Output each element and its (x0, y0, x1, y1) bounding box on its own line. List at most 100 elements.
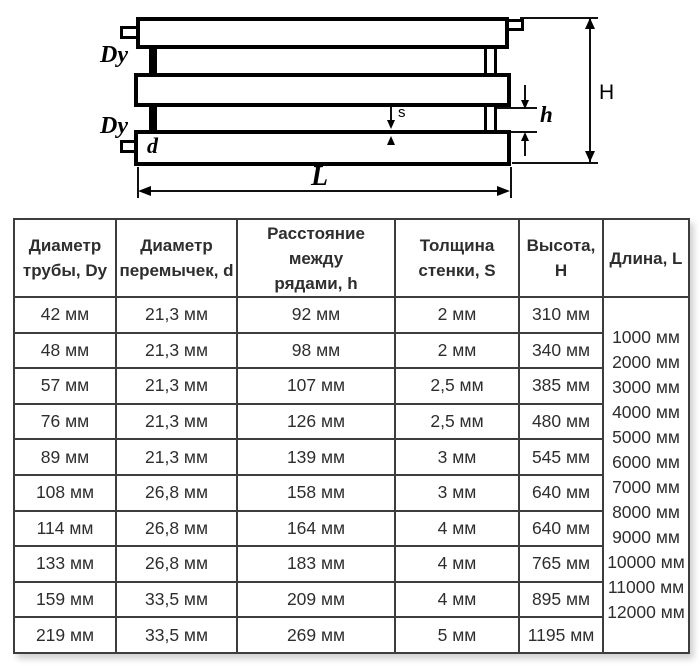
cell-s: 2,5 мм (394, 402, 520, 441)
label-L: L (311, 161, 329, 192)
header-length: Длина, L (602, 218, 690, 298)
table-row: 108 мм 26,8 мм 158 мм 3 мм 640 мм (13, 473, 689, 512)
cell-h: 164 мм (236, 509, 396, 548)
cell-h: 139 мм (236, 438, 396, 476)
cell-h: 98 мм (236, 331, 396, 370)
cell-s: 4 мм (394, 545, 520, 583)
cell-s: 3 мм (394, 473, 520, 512)
dim-s-arrow-up (387, 136, 395, 145)
cell-s: 2,5 мм (394, 367, 520, 405)
label-dy-bottom: Dy (100, 113, 128, 139)
cell-h: 92 мм (236, 296, 396, 334)
cell-s: 4 мм (394, 580, 520, 619)
cell-dy: 42 мм (13, 296, 117, 334)
pipe-middle (134, 73, 511, 107)
cell-h: 158 мм (236, 473, 396, 512)
dim-H-ext-bottom (512, 162, 598, 164)
cell-s: 2 мм (394, 331, 520, 370)
cell-h: 126 мм (236, 402, 396, 441)
cell-d: 33,5 мм (115, 580, 238, 619)
cell-height: 765 мм (518, 545, 604, 583)
length-item: 11000 мм (607, 577, 685, 597)
length-item: 8000 мм (612, 502, 680, 522)
cell-height: 1195 мм (518, 616, 604, 654)
cell-dy: 114 мм (13, 509, 117, 548)
dim-L-line (143, 190, 507, 192)
cell-s: 2 мм (394, 296, 520, 334)
label-s: s (398, 104, 406, 121)
dim-H-ext-top (520, 17, 598, 19)
dim-H-arrow-top (585, 18, 595, 29)
header-height: Высота, H (518, 218, 604, 298)
dim-H-line (589, 18, 591, 163)
header-line: перемычек, d (119, 261, 234, 280)
jumper-right-lower (484, 101, 497, 133)
header-diameter-pipe: Диаметр трубы, Dy (13, 218, 117, 298)
cell-d: 21,3 мм (115, 367, 238, 405)
jumper-left-upper (149, 44, 157, 76)
cell-height: 385 мм (518, 367, 604, 405)
dim-h-arrow-down (521, 100, 529, 109)
dim-h-stem-lower (524, 140, 526, 156)
cell-d: 26,8 мм (115, 509, 238, 548)
cell-d: 33,5 мм (115, 616, 238, 654)
header-line: Толщина (419, 236, 495, 255)
table-row: 48 мм 21,3 мм 98 мм 2 мм 340 мм (13, 331, 689, 370)
cell-height: 895 мм (518, 580, 604, 619)
length-item: 5000 мм (612, 427, 680, 447)
length-item: 9000 мм (612, 527, 680, 547)
header-line: стенки, S (418, 261, 496, 280)
dim-L-arrow-right (497, 186, 510, 196)
cell-dy: 219 мм (13, 616, 117, 654)
dim-L-ext-right (510, 167, 512, 198)
jumper-right-upper (484, 44, 497, 76)
cell-d: 21,3 мм (115, 296, 238, 334)
dim-s-arrow-down (387, 120, 395, 129)
cell-height: 640 мм (518, 509, 604, 548)
label-dy-top: Dy (100, 42, 128, 68)
header-row-spacing: Расстояние между рядами, h (236, 218, 396, 298)
length-item: 6000 мм (612, 452, 680, 472)
header-line: Диаметр (140, 236, 213, 255)
cell-h: 209 мм (236, 580, 396, 619)
header-line: Диаметр (28, 236, 102, 255)
cell-height: 310 мм (518, 296, 604, 334)
cell-d: 26,8 мм (115, 473, 238, 512)
cell-dy: 89 мм (13, 438, 117, 476)
length-item: 7000 мм (612, 477, 680, 497)
jumper-left-lower (149, 101, 157, 133)
pipe-bottom (134, 130, 511, 166)
header-line: трубы, Dy (22, 261, 108, 280)
header-wall-thickness: Толщина стенки, S (394, 218, 520, 298)
cell-dy: 133 мм (13, 545, 117, 583)
dim-h-ext-upper (495, 107, 537, 109)
length-item: 4000 мм (612, 402, 680, 422)
table-row: 219 мм 33,5 мм 269 мм 5 мм 1195 мм (13, 616, 689, 654)
header-line: Длина, L (609, 248, 683, 268)
length-item: 1000 мм (612, 327, 680, 347)
dim-h-stem-upper (524, 85, 526, 101)
table-row: 57 мм 21,3 мм 107 мм 2,5 мм 385 мм (13, 367, 689, 405)
length-item: 10000 мм (607, 552, 685, 572)
length-item: 3000 мм (612, 377, 680, 397)
cell-height: 545 мм (518, 438, 604, 476)
cell-height: 340 мм (518, 331, 604, 370)
label-d: d (147, 133, 158, 158)
label-h: h (540, 102, 553, 127)
cell-height: 640 мм (518, 473, 604, 512)
cell-dy: 159 мм (13, 580, 117, 619)
dim-s-stem-upper (390, 106, 392, 121)
header-row: Диаметр трубы, Dy Диаметр перемычек, d Р… (13, 218, 690, 298)
table-row: 89 мм 21,3 мм 139 мм 3 мм 545 мм (13, 438, 689, 476)
length-item: 2000 мм (612, 352, 680, 372)
table-row: 114 мм 26,8 мм 164 мм 4 мм 640 мм (13, 509, 689, 548)
length-item: 12000 мм (607, 602, 685, 622)
cell-height: 480 мм (518, 402, 604, 441)
cell-dy: 76 мм (13, 402, 117, 441)
table-row: 76 мм 21,3 мм 126 мм 2,5 мм 480 мм (13, 402, 689, 441)
table-row: 133 мм 26,8 мм 183 мм 4 мм 765 мм (13, 545, 689, 583)
cell-dy: 48 мм (13, 331, 117, 370)
dim-L-ext-left (137, 167, 139, 198)
cell-h: 107 мм (236, 367, 396, 405)
spec-table: Диаметр трубы, Dy Диаметр перемычек, d Р… (13, 218, 690, 654)
